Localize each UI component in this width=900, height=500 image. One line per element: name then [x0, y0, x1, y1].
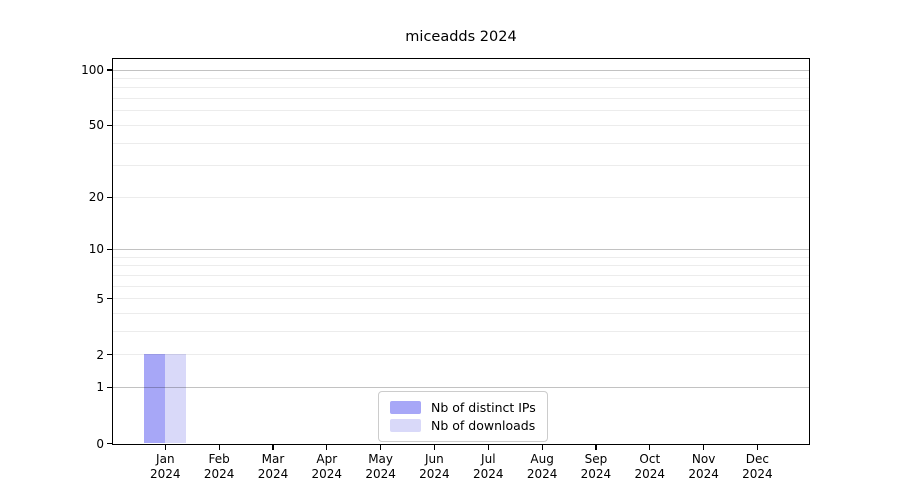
legend: Nb of distinct IPs Nb of downloads [378, 391, 548, 442]
x-tick-label: Jul 2024 [473, 451, 504, 481]
x-axis-tick [272, 445, 274, 450]
y-axis-tick [107, 69, 112, 71]
plot-area [112, 58, 810, 445]
x-axis-tick [595, 445, 597, 450]
x-axis-tick [487, 445, 489, 450]
x-axis-tick [649, 445, 651, 450]
x-tick-label: Apr 2024 [311, 451, 343, 481]
y-tick-label: 50 [88, 118, 104, 133]
y-tick-label: 1 [96, 380, 104, 395]
x-tick-label: May 2024 [365, 451, 396, 481]
legend-entry: Nb of distinct IPs [390, 399, 537, 415]
x-tick-label: Oct 2024 [634, 451, 666, 481]
y-tick-label: 5 [96, 291, 104, 306]
chart-title: miceadds 2024 [405, 29, 517, 45]
x-tick-label: Dec 2024 [742, 451, 773, 481]
x-axis-tick [433, 445, 436, 450]
legend-label: Nb of distinct IPs [431, 399, 536, 415]
y-tick-label: 10 [88, 242, 104, 257]
x-tick-label: Jun 2024 [419, 451, 450, 481]
y-axis-tick [107, 354, 112, 356]
x-tick-label: Aug 2024 [526, 451, 558, 481]
y-tick-label: 20 [88, 190, 104, 205]
legend-entry: Nb of downloads [390, 417, 537, 433]
bar-layer [113, 59, 809, 444]
y-axis-tick [107, 248, 112, 251]
y-tick-label: 0 [96, 436, 104, 451]
x-axis-tick [326, 445, 328, 450]
x-axis-tick [380, 445, 382, 450]
x-axis-tick [756, 445, 759, 450]
y-axis-tick [107, 124, 112, 126]
legend-swatch [390, 400, 421, 414]
y-axis-tick [107, 297, 112, 300]
x-tick-label: Nov 2024 [688, 451, 719, 481]
legend-label: Nb of downloads [431, 417, 536, 433]
bar [164, 354, 186, 443]
legend-swatch [390, 418, 421, 432]
x-axis-tick [218, 445, 220, 450]
x-axis-tick [541, 445, 543, 450]
x-tick-label: Jan 2024 [150, 451, 181, 481]
x-tick-label: Sep 2024 [580, 451, 612, 481]
x-tick-label: Feb 2024 [203, 451, 235, 481]
x-axis-tick [703, 445, 705, 450]
x-tick-label: Mar 2024 [257, 451, 289, 481]
y-axis-tick [107, 386, 112, 389]
y-tick-label: 2 [96, 347, 104, 362]
bar [143, 354, 165, 443]
x-axis-tick [164, 445, 166, 450]
y-axis-tick [107, 196, 112, 198]
y-tick-label: 100 [81, 63, 104, 77]
y-axis-tick [107, 442, 112, 445]
